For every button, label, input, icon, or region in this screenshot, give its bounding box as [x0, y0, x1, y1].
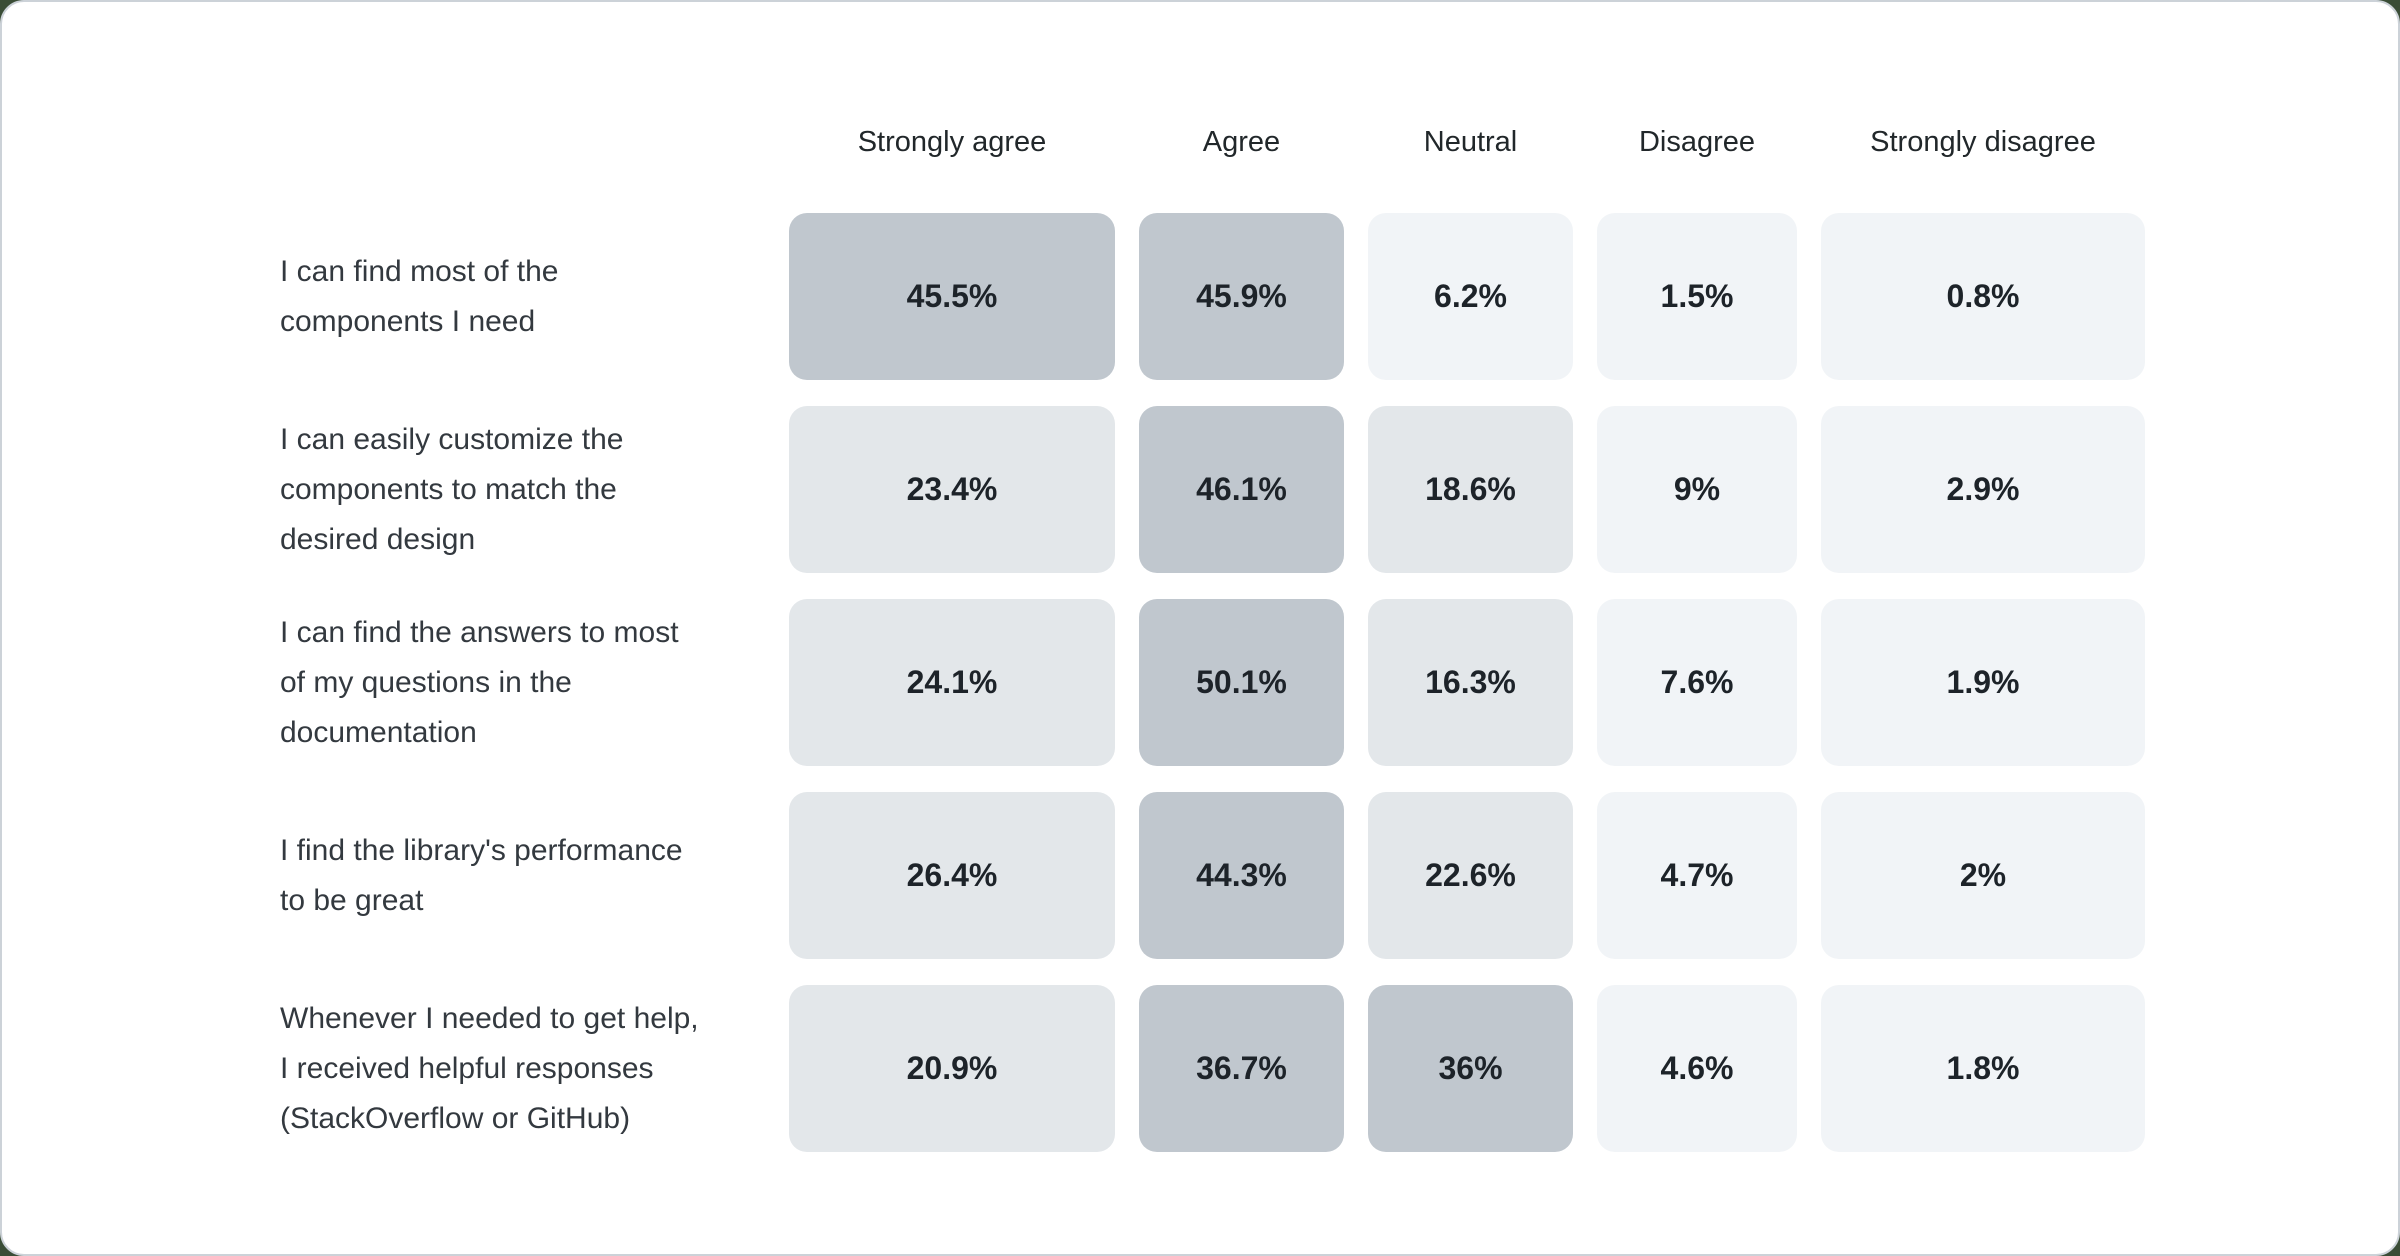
heat-cell: 18.6%	[1368, 406, 1573, 573]
cell-value: 0.8%	[1946, 278, 2020, 314]
column-header-neutral: Neutral	[1423, 125, 1518, 158]
heatmap-body: I can find most of the components I need…	[280, 213, 2145, 1152]
cell-value: 7.6%	[1660, 664, 1734, 700]
heat-cell: 44.3%	[1139, 792, 1344, 959]
cell-value: 46.1%	[1196, 471, 1287, 507]
row-label: Whenever I needed to get help, I receive…	[280, 1001, 699, 1135]
heat-cell: 23.4%	[789, 406, 1115, 573]
heat-cell: 46.1%	[1139, 406, 1344, 573]
cell-value: 23.4%	[906, 471, 998, 507]
heat-cell: 36%	[1368, 985, 1573, 1152]
cell-value: 6.2%	[1434, 278, 1507, 314]
heat-cell: 1.9%	[1821, 599, 2145, 766]
likert-heatmap: Strongly agree Agree Neutral Disagree St…	[280, 120, 2145, 1152]
cell-value: 9%	[1673, 471, 1721, 507]
row-label: I find the library's performance to be g…	[280, 833, 683, 917]
column-header-strongly-agree: Strongly agree	[857, 125, 1047, 158]
cell-value: 2%	[1959, 857, 2007, 893]
cell-value: 1.5%	[1660, 278, 1734, 314]
cell-value: 22.6%	[1425, 857, 1516, 893]
row-label: I can find the answers to most of my que…	[280, 615, 679, 749]
cell-value: 1.8%	[1946, 1050, 2020, 1086]
cell-value: 1.9%	[1946, 664, 2020, 700]
heat-cell: 26.4%	[789, 792, 1115, 959]
heat-cell: 45.9%	[1139, 213, 1344, 380]
heat-cell: 1.5%	[1597, 213, 1797, 380]
cell-value: 36.7%	[1196, 1050, 1287, 1086]
cell-value: 44.3%	[1196, 857, 1287, 893]
cell-value: 45.9%	[1196, 278, 1287, 314]
heat-cell: 16.3%	[1368, 599, 1573, 766]
heat-cell: 45.5%	[789, 213, 1115, 380]
header-spacer	[280, 120, 765, 164]
column-header-disagree: Disagree	[1638, 125, 1756, 158]
heat-cell: 1.8%	[1821, 985, 2145, 1152]
heat-cell: 4.7%	[1597, 792, 1797, 959]
cell-value: 4.7%	[1660, 857, 1734, 893]
cell-value: 4.6%	[1660, 1050, 1734, 1086]
cell-value: 36%	[1438, 1050, 1503, 1086]
heat-cell: 50.1%	[1139, 599, 1344, 766]
heat-cell: 20.9%	[789, 985, 1115, 1152]
cell-value: 45.5%	[906, 278, 998, 314]
heat-cell: 9%	[1597, 406, 1797, 573]
cell-value: 2.9%	[1946, 471, 2020, 507]
cell-value: 18.6%	[1425, 471, 1516, 507]
heat-cell: 7.6%	[1597, 599, 1797, 766]
heat-cell: 2.9%	[1821, 406, 2145, 573]
cell-value: 16.3%	[1425, 664, 1516, 700]
cell-value: 20.9%	[906, 1050, 998, 1086]
header-row: Strongly agree Agree Neutral Disagree St…	[280, 120, 2145, 164]
cell-value: 24.1%	[906, 664, 998, 700]
cell-value: 26.4%	[906, 857, 998, 893]
heat-cell: 0.8%	[1821, 213, 2145, 380]
column-header-agree: Agree	[1202, 125, 1281, 158]
heat-cell: 24.1%	[789, 599, 1115, 766]
heat-cell: 36.7%	[1139, 985, 1344, 1152]
row-label: I can easily customize the components to…	[280, 422, 624, 556]
heat-cell: 4.6%	[1597, 985, 1797, 1152]
column-header-strongly-disagree: Strongly disagree	[1870, 125, 2096, 158]
heat-cell: 2%	[1821, 792, 2145, 959]
heat-cell: 6.2%	[1368, 213, 1573, 380]
cell-value: 50.1%	[1196, 664, 1287, 700]
heat-cell: 22.6%	[1368, 792, 1573, 959]
row-label: I can find most of the components I need	[280, 254, 559, 338]
